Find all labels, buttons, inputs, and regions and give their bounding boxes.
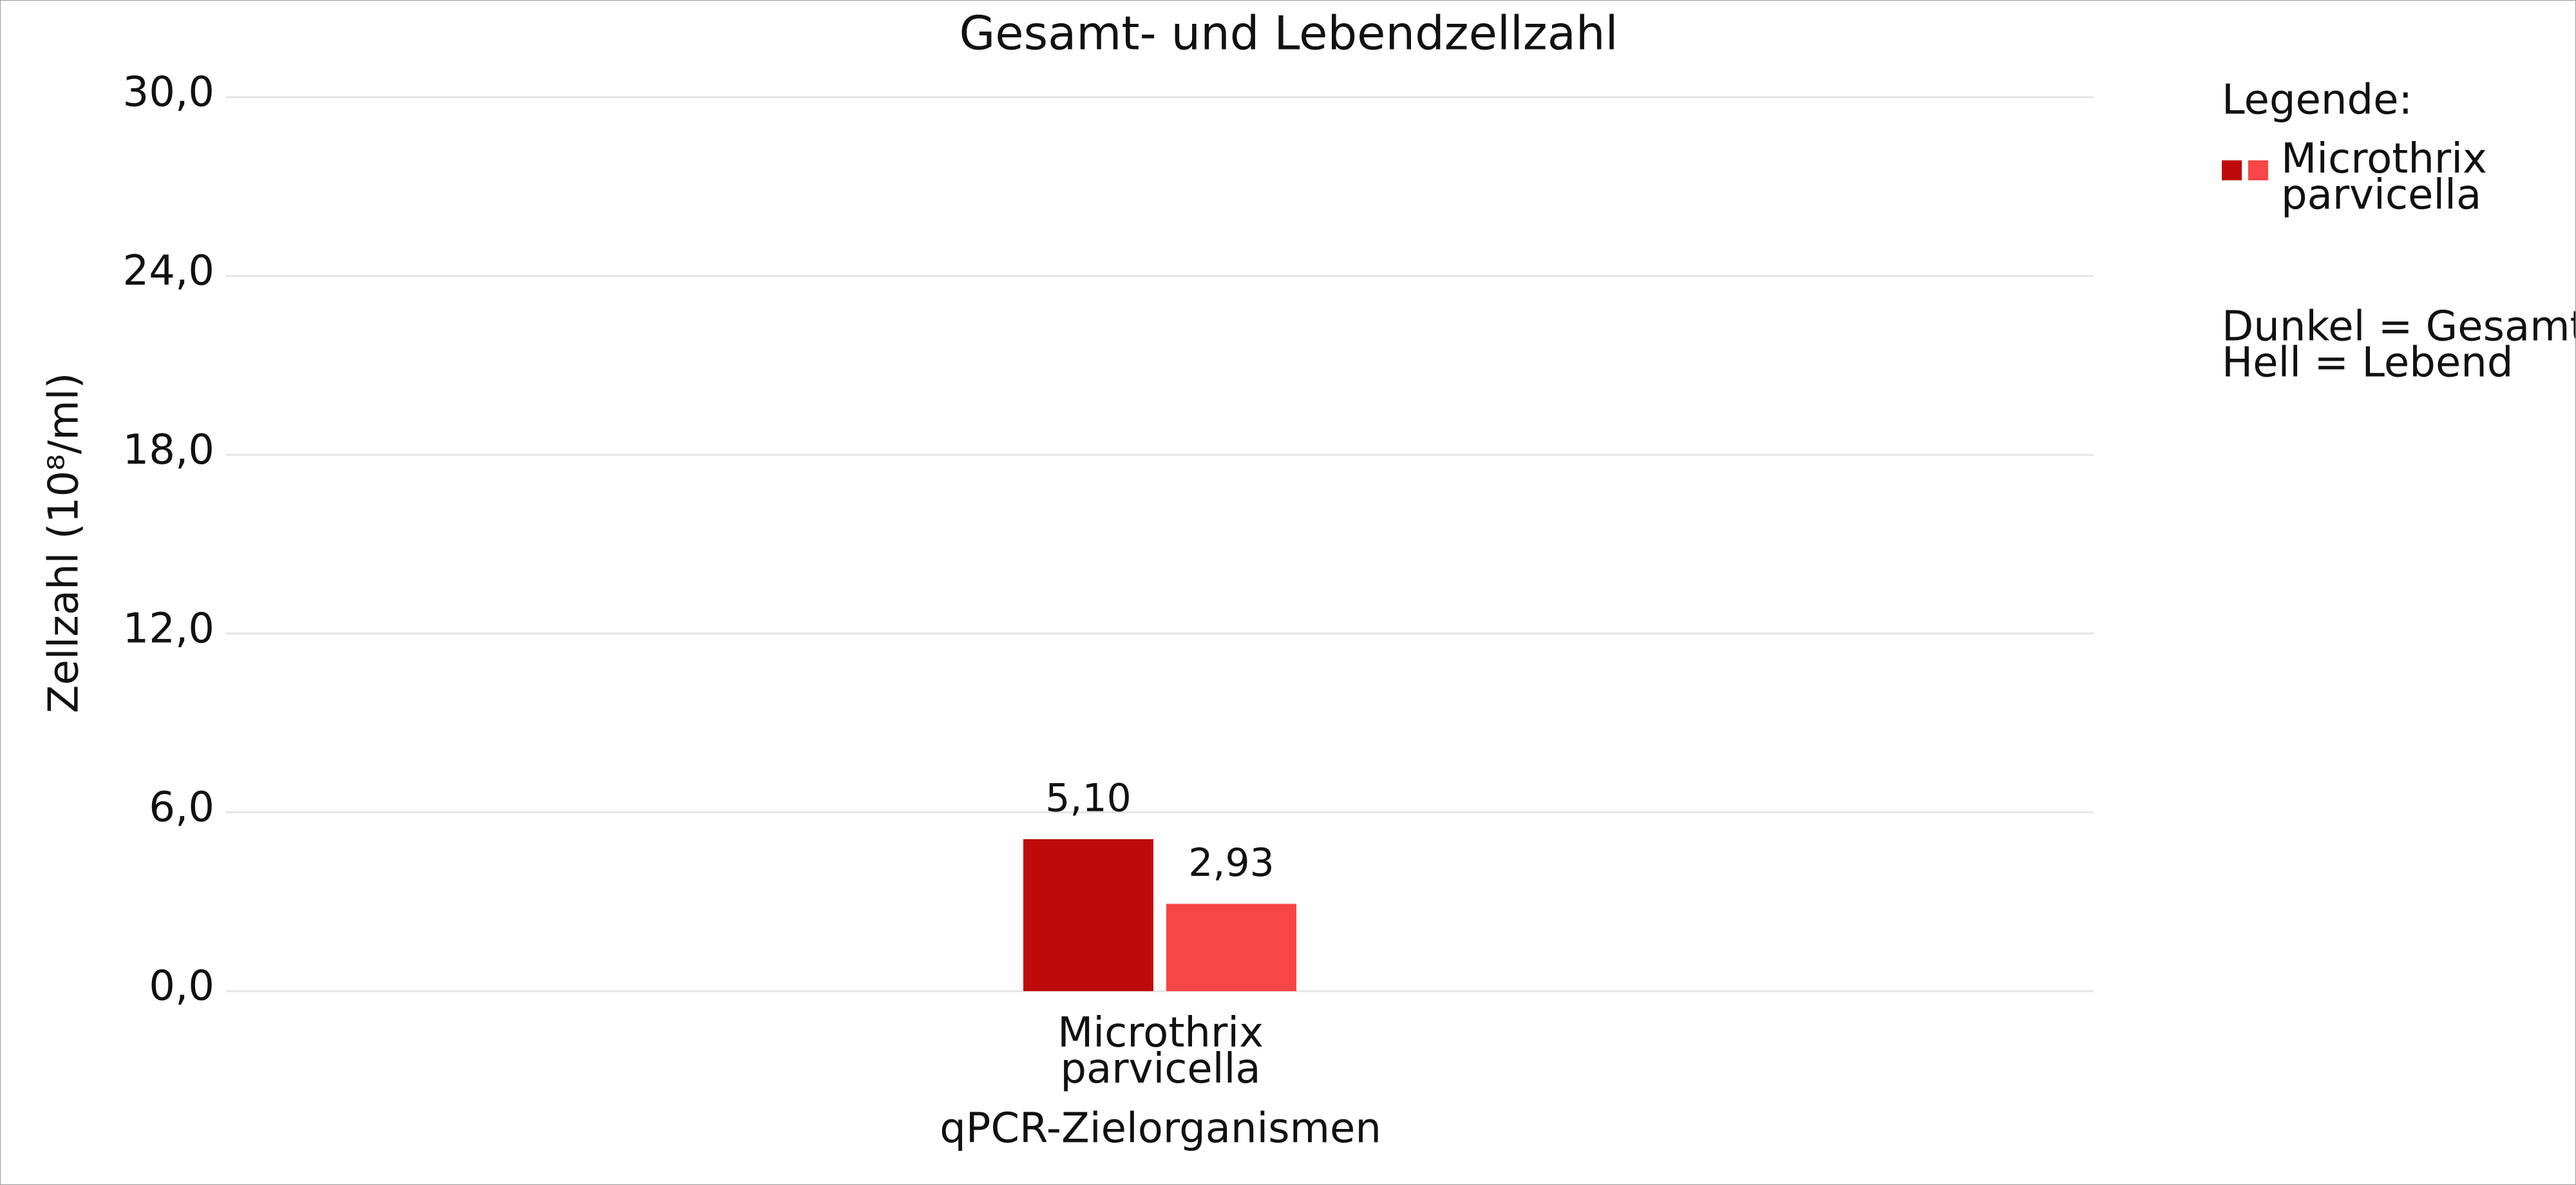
bar xyxy=(1166,904,1296,991)
legend-label: Microthrix parvicella xyxy=(2281,135,2487,219)
bar xyxy=(1023,839,1153,991)
y-axis-title: Zellzahl (10⁸/ml) xyxy=(41,373,88,714)
chart-title: Gesamt- und Lebendzellzahl xyxy=(960,6,1618,61)
y-tick-label: 18,0 xyxy=(123,426,215,474)
legend-note: Hell = Lebend xyxy=(2222,339,2513,387)
y-tick-label: 12,0 xyxy=(123,605,215,652)
data-label: 5,10 xyxy=(1045,776,1132,821)
y-tick-label: 24,0 xyxy=(123,247,215,295)
y-tick-label: 6,0 xyxy=(149,784,214,831)
legend-swatch xyxy=(2222,160,2242,180)
data-label: 2,93 xyxy=(1188,840,1274,886)
y-tick-label: 30,0 xyxy=(123,69,215,117)
legend-note: Dunkel = Gesamt xyxy=(2222,303,2576,351)
y-tick-label: 0,0 xyxy=(149,963,214,1010)
x-tick-label: Microthrix parvicella xyxy=(1057,1009,1264,1093)
legend-swatch xyxy=(2248,160,2268,180)
x-axis-title: qPCR-Zielorganismen xyxy=(940,1105,1381,1153)
legend-title: Legende: xyxy=(2222,77,2412,124)
